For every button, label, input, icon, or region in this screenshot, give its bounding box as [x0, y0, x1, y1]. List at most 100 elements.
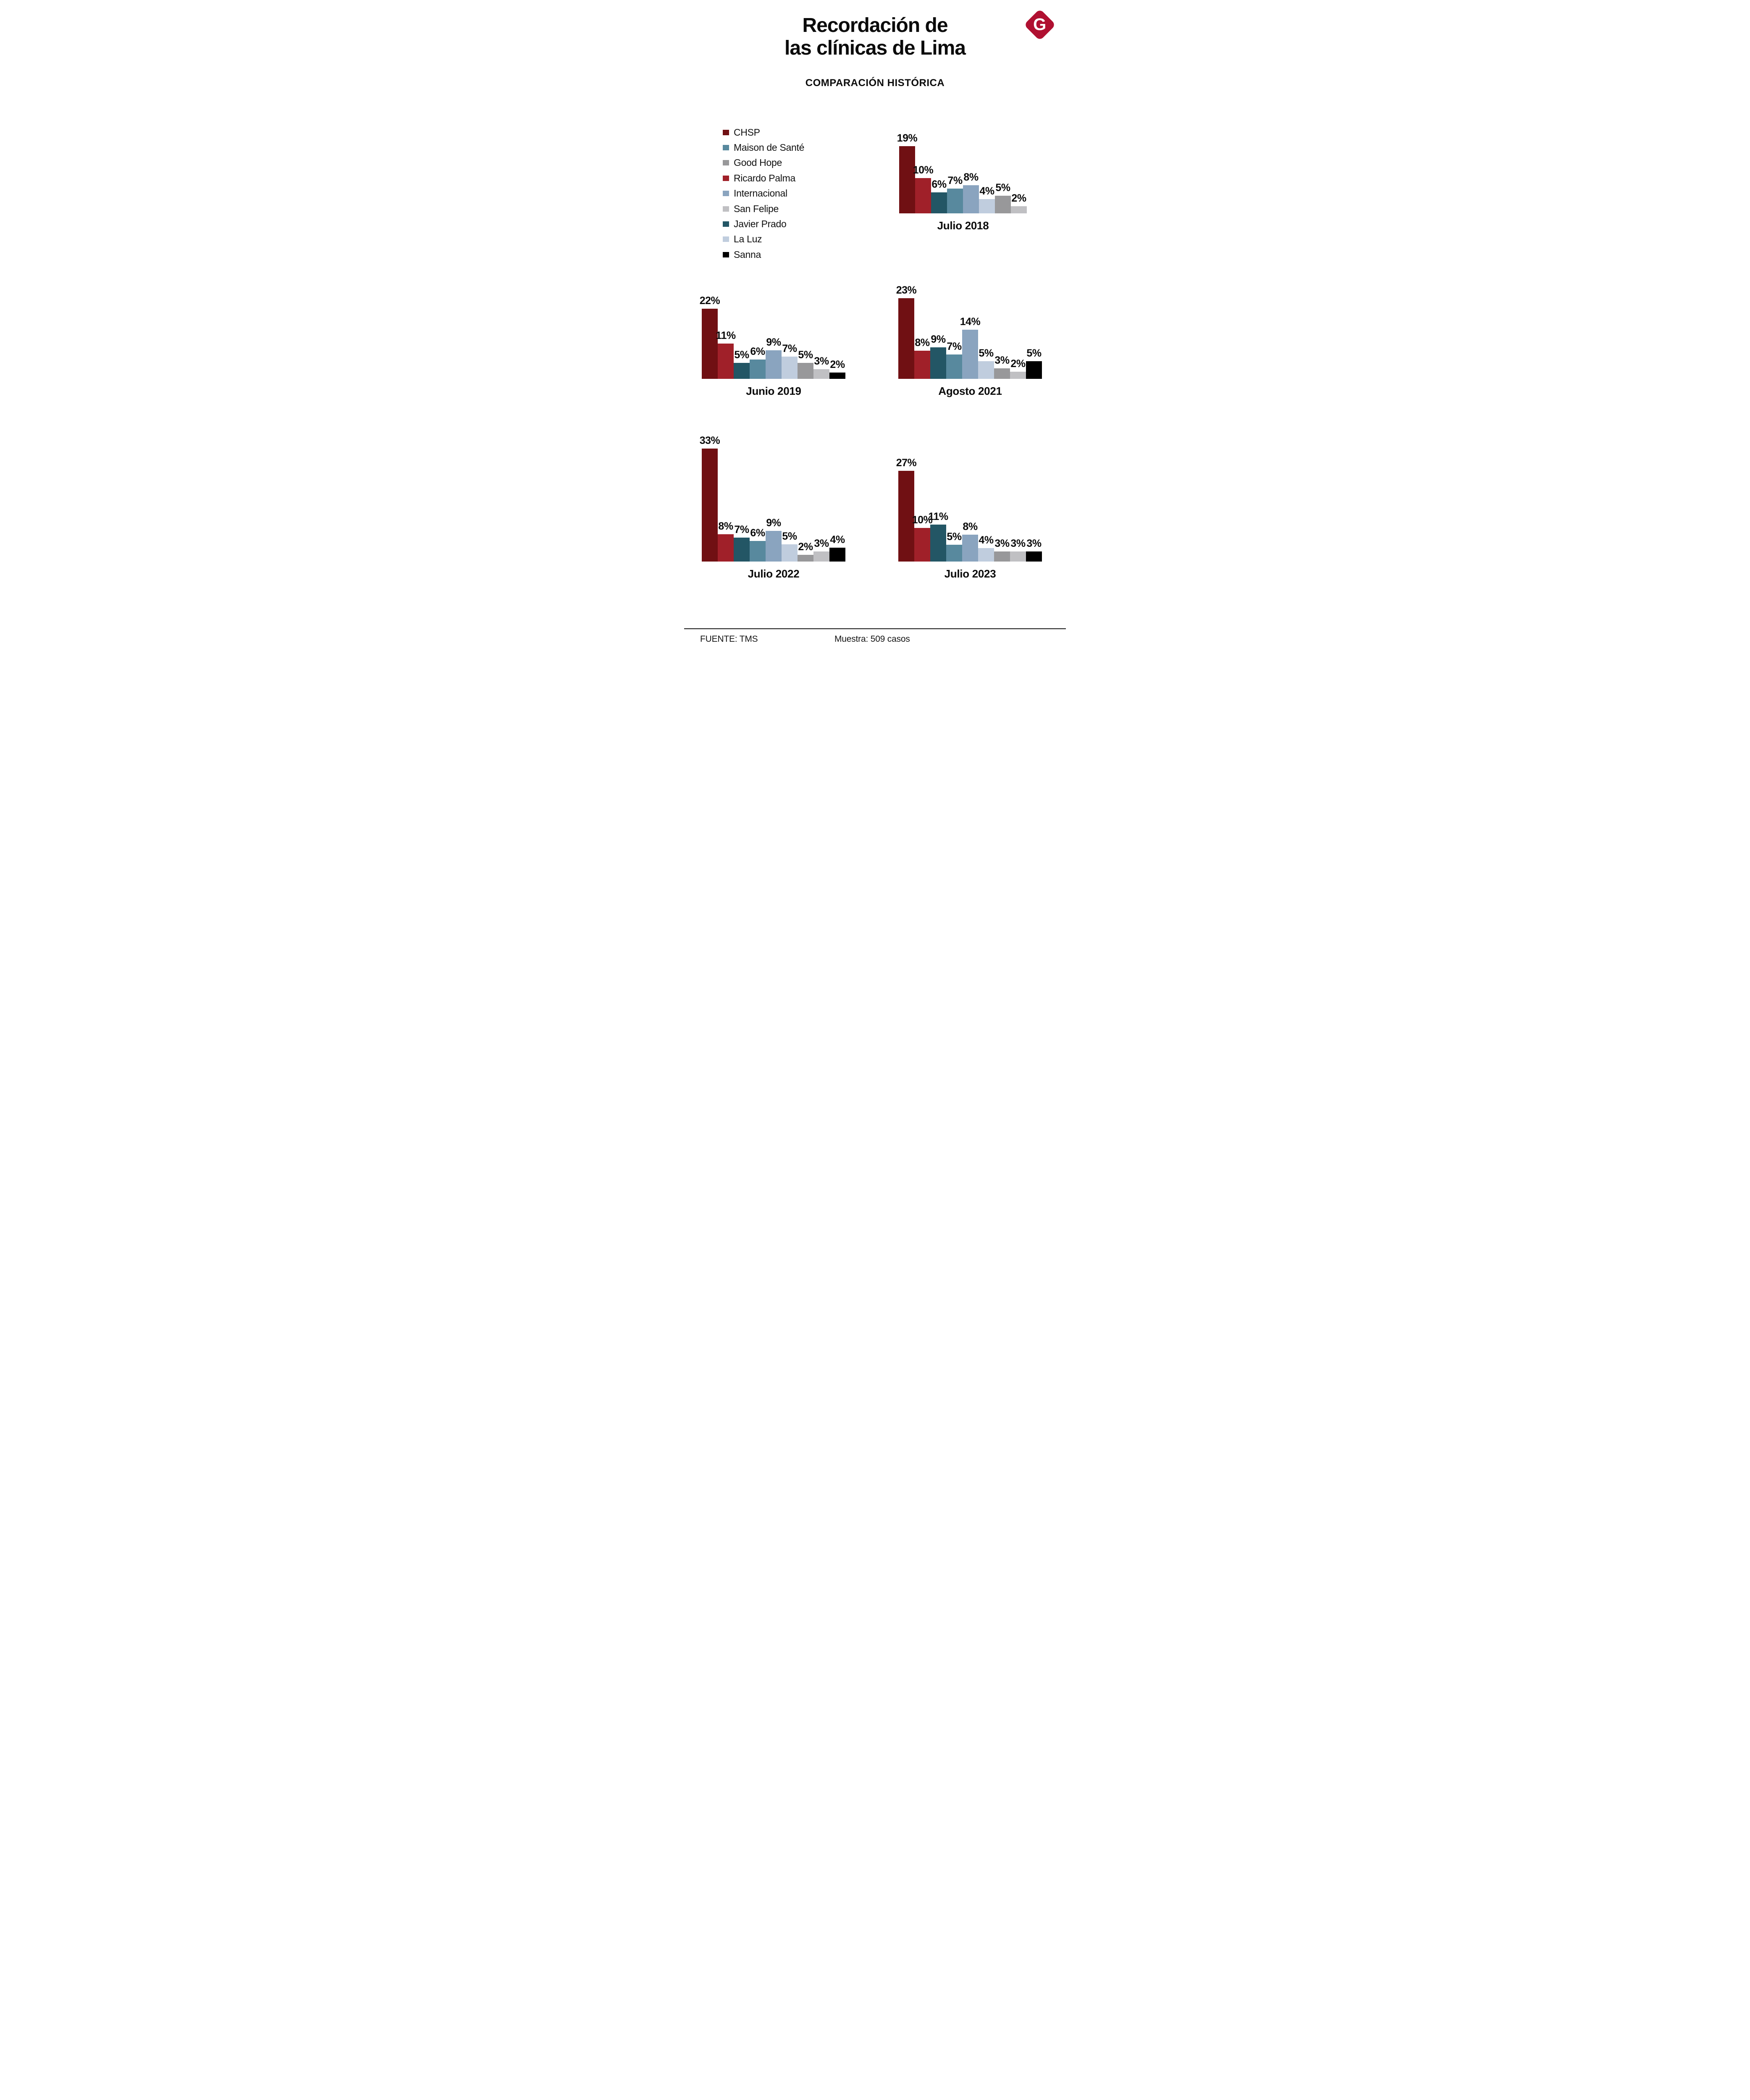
bar-rect [702, 449, 718, 562]
bar-internacional: 8% [962, 521, 978, 562]
bar-chsp: 33% [700, 435, 720, 562]
bar-value-label: 4% [979, 534, 994, 546]
bar-rect [702, 308, 718, 379]
legend-swatch [723, 221, 729, 227]
bar-san-felipe: 3% [813, 538, 829, 562]
bar-maison-de-sant-: 6% [750, 346, 766, 379]
bar-rect [1010, 372, 1026, 379]
bar-rect [962, 330, 978, 379]
chart-junio-2019: 22% 11% 5% 6% 9% 7% 5% 3% 2% [700, 261, 845, 379]
bar-value-label: 33% [699, 435, 720, 447]
bar-value-label: 3% [814, 537, 829, 549]
bar-rect [782, 544, 798, 562]
bar-maison-de-sant-: 5% [946, 531, 962, 562]
bar-rect [766, 350, 782, 379]
bar-rect [946, 545, 962, 562]
bar-rect [829, 372, 845, 379]
legend-label: Ricardo Palma [734, 172, 795, 184]
bar-rect [898, 298, 914, 379]
bar-rect [915, 178, 931, 213]
bar-value-label: 7% [947, 340, 962, 352]
legend-swatch [723, 145, 729, 151]
bar-value-label: 11% [928, 511, 948, 522]
bar-chsp: 22% [700, 295, 720, 379]
bar-chsp: 19% [897, 132, 918, 213]
bar-rect [899, 146, 915, 213]
bar-value-label: 7% [734, 523, 749, 536]
bar-rect [914, 351, 930, 379]
bar-sanna: 5% [1026, 347, 1042, 379]
bar-rect [1026, 551, 1042, 562]
bar-ricardo-palma: 10% [913, 164, 934, 213]
bar-internacional: 14% [960, 316, 981, 379]
bar-value-label: 3% [994, 538, 1010, 549]
bar-value-label: 3% [814, 355, 829, 368]
bar-san-felipe: 3% [1010, 538, 1026, 562]
bar-rect [750, 360, 766, 379]
page-title-line2: las clínicas de Lima [784, 37, 966, 59]
legend-label: CHSP [734, 126, 760, 138]
chart-title-julio-2022: Julio 2022 [748, 567, 800, 580]
bar-javier-prado: 6% [931, 178, 947, 213]
bar-maison-de-sant-: 7% [946, 341, 962, 379]
footer-divider [684, 628, 1066, 629]
bar-san-felipe: 2% [1010, 358, 1026, 379]
bar-maison-de-sant-: 6% [750, 527, 766, 562]
bar-rect [1010, 551, 1026, 562]
bar-value-label: 5% [1026, 347, 1042, 360]
bar-value-label: 8% [718, 520, 733, 532]
bar-value-label: 10% [913, 164, 934, 176]
bar-rect [914, 528, 930, 562]
chart-title-julio-2023: Julio 2023 [944, 567, 996, 580]
legend-label: Good Hope [734, 157, 782, 168]
chart-title-junio-2019: Junio 2019 [746, 385, 801, 397]
bar-good-hope: 3% [994, 354, 1010, 379]
legend-swatch [723, 206, 729, 212]
legend-item-internacional: Internacional [723, 186, 804, 201]
bar-value-label: 27% [896, 457, 917, 469]
bar-javier-prado: 11% [928, 511, 948, 562]
bar-la-luz: 5% [978, 347, 994, 379]
bar-value-label: 6% [931, 178, 947, 190]
bar-rect [1011, 206, 1027, 213]
bar-rect [979, 199, 995, 213]
bar-value-label: 6% [750, 527, 765, 539]
bar-value-label: 8% [963, 171, 979, 183]
bar-value-label: 7% [782, 342, 797, 354]
bar-rect [813, 369, 829, 379]
bar-value-label: 2% [1010, 358, 1026, 370]
legend-swatch [723, 252, 729, 257]
bar-value-label: 4% [830, 534, 845, 546]
bar-rect [962, 535, 978, 562]
legend-item-san-felipe: San Felipe [723, 201, 804, 216]
bar-maison-de-sant-: 7% [947, 175, 963, 213]
bar-rect [718, 344, 734, 379]
bar-rect [750, 541, 766, 562]
bar-rect [947, 189, 963, 213]
legend-label: Maison de Santé [734, 142, 805, 153]
bar-value-label: 5% [947, 531, 962, 543]
bar-rect [718, 534, 734, 562]
bar-ricardo-palma: 8% [914, 337, 930, 379]
bar-ricardo-palma: 10% [912, 514, 933, 562]
bar-rect [782, 356, 798, 379]
bar-chsp: 27% [896, 457, 917, 562]
bar-good-hope: 2% [798, 541, 813, 562]
chart-julio-2023: 27% 10% 11% 5% 8% 4% 3% 3% 3% [896, 444, 1042, 562]
bar-rect [978, 361, 994, 379]
legend-swatch [723, 175, 729, 181]
bar-san-felipe: 3% [813, 355, 829, 379]
bar-value-label: 10% [912, 514, 933, 526]
infographic-page: G Recordación de las clínicas de Lima CO… [684, 0, 1066, 665]
bar-value-label: 23% [896, 284, 917, 296]
legend: CHSP Maison de Santé Good Hope Ricardo Palm… [723, 125, 804, 262]
legend-label: La Luz [734, 234, 762, 245]
footer-sample-size: Muestra: 509 casos [834, 634, 910, 644]
bar-rect [734, 537, 750, 562]
bar-rect [930, 525, 946, 562]
legend-item-maison-de-sant-: Maison de Santé [723, 140, 804, 155]
bar-javier-prado: 9% [930, 333, 946, 379]
bar-rect [994, 551, 1010, 562]
bar-value-label: 5% [734, 349, 749, 361]
legend-label: San Felipe [734, 203, 779, 214]
